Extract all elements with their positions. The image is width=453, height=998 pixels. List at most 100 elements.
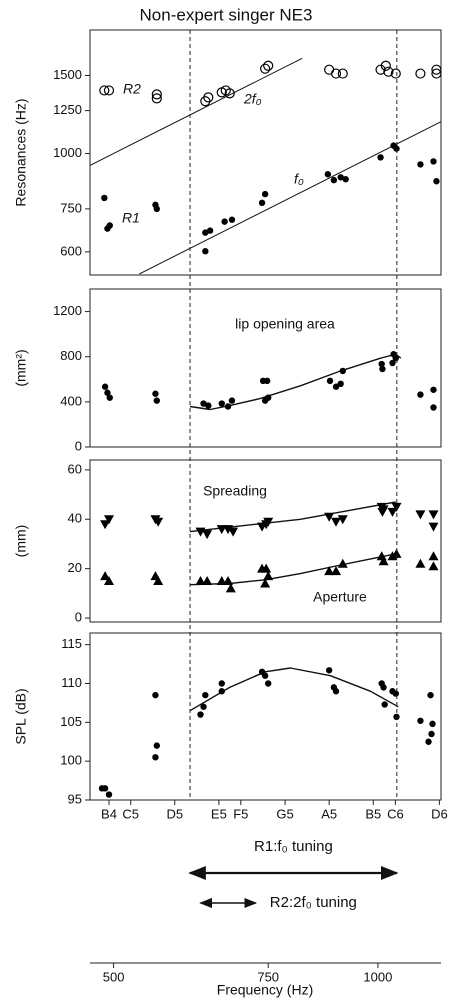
note-tick-label: B5 — [365, 806, 381, 821]
y-tick-label: 40 — [68, 511, 82, 526]
data-point — [330, 68, 342, 79]
x-tick-label: 1000 — [363, 969, 392, 984]
tuning-label: R1:f₀ tuning — [254, 838, 333, 855]
data-point — [260, 578, 271, 588]
note-tick-label: E5 — [211, 806, 227, 821]
x-tick-label: 500 — [103, 969, 125, 984]
data-point — [224, 88, 235, 99]
note-tick-label: C5 — [122, 806, 139, 821]
data-point — [330, 176, 338, 184]
annotation: R2 — [123, 81, 141, 97]
data-point — [337, 558, 348, 568]
data-point — [221, 218, 228, 225]
data-point — [417, 161, 424, 168]
data-point — [101, 785, 109, 792]
chart-title: Non-expert singer NE3 — [140, 5, 313, 24]
annotation: R1 — [122, 210, 140, 226]
data-point — [264, 680, 272, 687]
data-point — [417, 717, 424, 724]
data-point — [228, 527, 239, 537]
data-point — [378, 556, 389, 566]
y-tick-label: 110 — [61, 675, 82, 690]
data-point — [202, 248, 209, 255]
data-point — [381, 701, 388, 708]
data-point — [261, 563, 272, 573]
data-point — [324, 512, 335, 522]
data-point — [152, 754, 159, 761]
data-point — [379, 365, 386, 373]
y-tick-label: 800 — [60, 348, 82, 363]
data-point — [377, 154, 384, 161]
x-tick-label: 750 — [257, 969, 279, 984]
data-point — [392, 690, 399, 697]
data-point — [203, 92, 214, 103]
data-point — [197, 711, 204, 718]
data-point — [202, 576, 213, 586]
y-tick-label: 105 — [60, 714, 82, 729]
data-point — [337, 174, 344, 181]
y-axis-label: SPL (dB) — [13, 688, 29, 744]
data-point — [392, 354, 399, 362]
data-point — [383, 66, 394, 77]
tuning-label: R2:2f₀ tuning — [270, 894, 357, 911]
fit-curve — [189, 667, 399, 712]
data-point — [103, 576, 114, 586]
data-point — [337, 515, 348, 525]
y-tick-label: 0 — [75, 438, 82, 453]
data-point — [427, 691, 434, 699]
data-point — [324, 171, 332, 178]
data-point — [325, 667, 333, 674]
y-tick-label: 0 — [75, 609, 82, 624]
data-point — [393, 145, 400, 152]
data-point — [324, 64, 335, 75]
annotation: Spreading — [203, 483, 267, 499]
y-tick-label: 1250 — [53, 102, 82, 117]
data-point — [430, 386, 437, 393]
data-point — [153, 205, 161, 213]
data-point — [152, 390, 159, 397]
data-point — [151, 93, 162, 104]
panel-frame — [89, 288, 442, 448]
data-point — [378, 505, 389, 515]
data-point — [428, 730, 435, 738]
data-point — [263, 517, 274, 527]
data-point — [415, 68, 426, 79]
data-point — [261, 397, 269, 404]
data-point — [417, 391, 424, 398]
x-axis-label: Frequency (Hz) — [217, 982, 313, 998]
note-tick-label: D6 — [431, 806, 448, 821]
data-point — [263, 60, 274, 71]
data-point — [202, 691, 209, 699]
data-point — [430, 404, 437, 411]
data-point — [223, 576, 234, 586]
data-point — [218, 688, 225, 695]
data-point — [106, 394, 113, 401]
data-point — [224, 403, 232, 410]
y-tick-label: 20 — [68, 560, 82, 575]
y-tick-label: 1200 — [53, 303, 82, 318]
data-point — [103, 85, 115, 96]
note-tick-label: F5 — [233, 806, 248, 821]
data-point — [378, 360, 385, 368]
data-point — [223, 525, 234, 535]
data-point — [342, 176, 349, 183]
y-tick-label: 100 — [60, 753, 82, 768]
y-tick-label: 1000 — [53, 145, 82, 160]
data-point — [258, 199, 266, 207]
annotation: 2f₀ — [243, 91, 262, 107]
data-point — [153, 742, 161, 749]
annotation: lip opening area — [235, 316, 335, 332]
data-point — [202, 530, 213, 540]
data-point — [430, 158, 437, 165]
annotation: f₀ — [294, 171, 304, 187]
data-point — [216, 576, 227, 586]
data-point — [153, 576, 164, 586]
data-point — [324, 566, 335, 576]
data-point — [195, 576, 206, 586]
data-point — [200, 703, 207, 710]
data-point — [105, 791, 113, 798]
data-point — [433, 178, 440, 185]
data-point — [103, 515, 114, 525]
